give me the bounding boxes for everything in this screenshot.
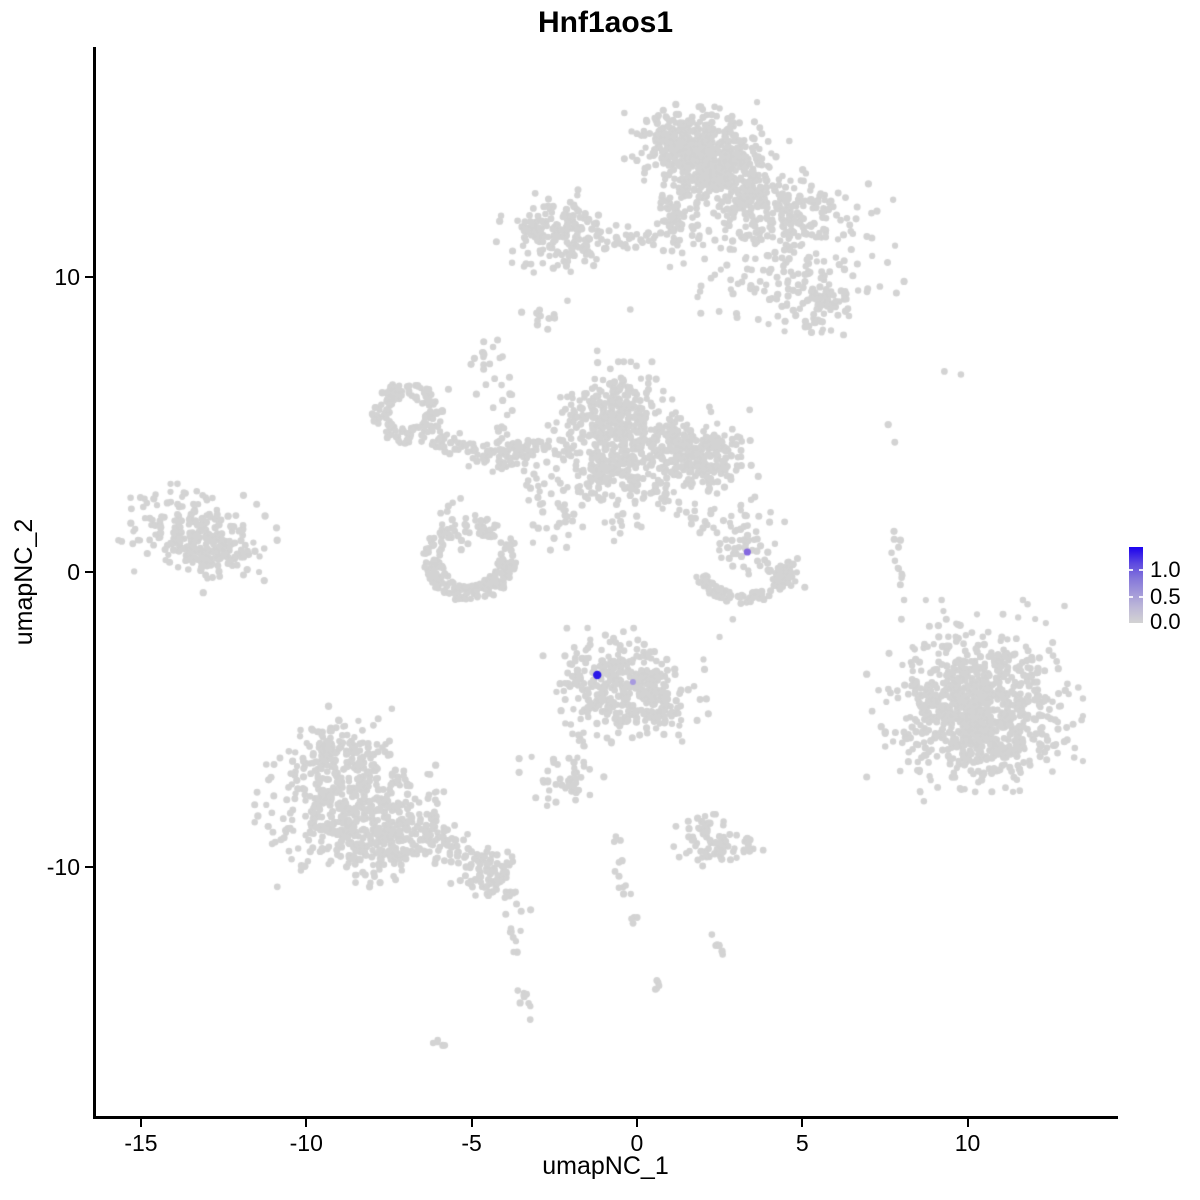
x-tick-mark	[801, 1119, 804, 1127]
colorbar-tick	[1129, 569, 1133, 571]
colorbar-label: 1.0	[1150, 557, 1181, 582]
x-tick-mark	[966, 1119, 969, 1127]
colorbar-tick	[1139, 569, 1143, 571]
x-tick-mark	[635, 1119, 638, 1127]
plot-title: Hnf1aos1	[537, 6, 674, 39]
x-tick-mark	[470, 1119, 473, 1127]
y-tick-mark	[85, 571, 93, 574]
colorbar-label: 0.0	[1150, 609, 1181, 634]
y-tick-label: -10	[46, 854, 80, 881]
plot-panel	[93, 47, 1118, 1119]
x-tick-label: 0	[630, 1130, 644, 1156]
x-tick-mark	[139, 1119, 142, 1127]
colorbar-tick	[1139, 596, 1143, 598]
x-tick-mark	[305, 1119, 308, 1127]
x-tick-label: -5	[461, 1130, 482, 1156]
colorbar-label: 0.5	[1150, 584, 1181, 609]
y-tick-label: 0	[67, 559, 80, 586]
y-tick-mark	[85, 866, 93, 869]
x-tick-label: -15	[124, 1130, 158, 1156]
colorbar-gradient	[1129, 547, 1143, 623]
y-tick-mark	[85, 276, 93, 279]
colorbar-tick	[1129, 596, 1133, 598]
y-tick-label: 10	[54, 264, 80, 291]
y-axis-title: umapNC_2	[10, 518, 38, 646]
x-tick-label: -10	[289, 1130, 323, 1156]
x-tick-label: 5	[795, 1130, 809, 1156]
x-tick-label: 10	[954, 1130, 981, 1156]
x-axis-title: umapNC_1	[542, 1152, 669, 1180]
